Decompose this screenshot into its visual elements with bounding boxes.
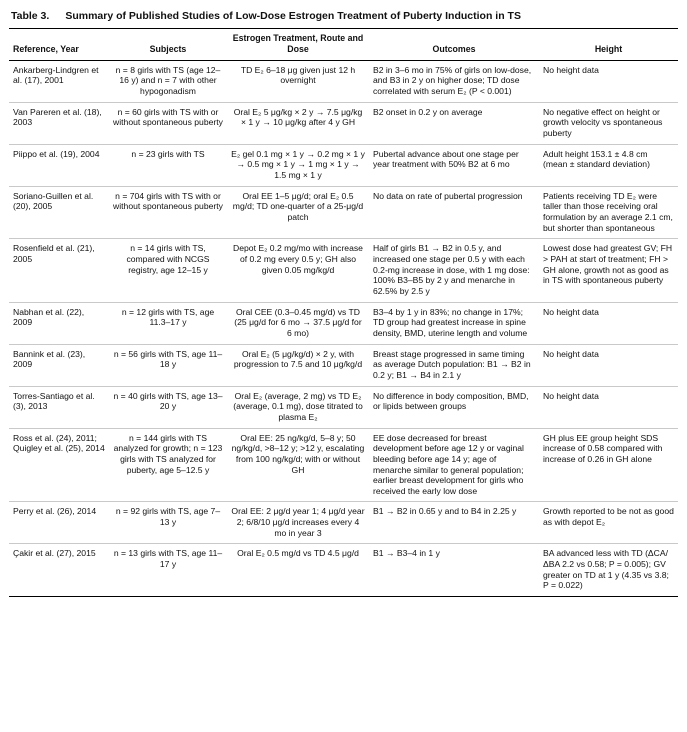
cell-treatment: TD E₂ 6–18 μg given just 12 h overnight [227, 60, 369, 103]
col-header-treatment: Estrogen Treatment, Route and Dose [227, 29, 369, 61]
col-header-outcomes: Outcomes [369, 29, 539, 61]
cell-height: Adult height 153.1 ± 4.8 cm (mean ± stan… [539, 144, 678, 187]
cell-reference: Rosenfield et al. (21), 2005 [9, 238, 109, 303]
cell-reference: Van Pareren et al. (18), 2003 [9, 102, 109, 145]
studies-table: Reference, Year Subjects Estrogen Treatm… [9, 29, 678, 598]
cell-outcomes: Breast stage progressed in same timing a… [369, 344, 539, 387]
table-row: Çakir et al. (27), 2015 n = 13 girls wit… [9, 543, 678, 598]
table-caption: Table 3. Summary of Published Studies of … [9, 8, 678, 29]
col-header-height: Height [539, 29, 678, 61]
cell-outcomes: No data on rate of pubertal progression [369, 186, 539, 240]
cell-height: No negative effect on height or growth v… [539, 102, 678, 145]
cell-treatment: Oral E₂ (average, 2 mg) vs TD E₂ (averag… [227, 386, 369, 429]
cell-treatment: Oral EE: 2 μg/d year 1; 4 μg/d year 2; 6… [227, 501, 369, 545]
col-header-reference: Reference, Year [9, 29, 109, 61]
cell-reference: Ross et al. (24), 2011; Quigley et al. (… [9, 428, 109, 503]
cell-outcomes: EE dose decreased for breast development… [369, 428, 539, 503]
cell-subjects: n = 8 girls with TS (age 12–16 y) and n … [109, 60, 227, 103]
cell-treatment: Oral EE 1–5 μg/d; oral E₂ 0.5 mg/d; TD o… [227, 186, 369, 240]
cell-reference: Torres-Santiago et al. (3), 2013 [9, 386, 109, 429]
table-row: Ross et al. (24), 2011; Quigley et al. (… [9, 428, 678, 503]
cell-outcomes: B1 → B3–4 in 1 y [369, 543, 539, 598]
cell-subjects: n = 13 girls with TS, age 11–17 y [109, 543, 227, 598]
cell-reference: Çakir et al. (27), 2015 [9, 543, 109, 598]
cell-reference: Piippo et al. (19), 2004 [9, 144, 109, 187]
cell-outcomes: B2 in 3–6 mo in 75% of girls on low-dose… [369, 60, 539, 103]
cell-treatment: Oral E₂ 5 μg/kg × 2 y → 7.5 μg/kg × 1 y … [227, 102, 369, 145]
table-row: Soriano-Guillen et al. (20), 2005 n = 70… [9, 186, 678, 240]
cell-reference: Nabhan et al. (22), 2009 [9, 302, 109, 345]
cell-subjects: n = 40 girls with TS, age 13–20 y [109, 386, 227, 429]
cell-height: BA advanced less with TD (ΔCA/ΔBA 2.2 vs… [539, 543, 678, 598]
cell-height: Patients receiving TD E₂ were taller tha… [539, 186, 678, 240]
cell-treatment: Oral EE: 25 ng/kg/d, 5–8 y; 50 ng/kg/d, … [227, 428, 369, 503]
cell-treatment: Oral E₂ 0.5 mg/d vs TD 4.5 μg/d [227, 543, 369, 598]
cell-height: GH plus EE group height SDS increase of … [539, 428, 678, 503]
cell-height: No height data [539, 60, 678, 103]
cell-treatment: Depot E₂ 0.2 mg/mo with increase of 0.2 … [227, 238, 369, 303]
table-row: Perry et al. (26), 2014 n = 92 girls wit… [9, 501, 678, 545]
cell-subjects: n = 144 girls with TS analyzed for growt… [109, 428, 227, 503]
cell-subjects: n = 92 girls with TS, age 7–13 y [109, 501, 227, 545]
table-row: Ankarberg-Lindgren et al. (17), 2001 n =… [9, 60, 678, 103]
cell-reference: Bannink et al. (23), 2009 [9, 344, 109, 387]
table-title-text: Summary of Published Studies of Low-Dose… [65, 10, 521, 22]
table-row: Nabhan et al. (22), 2009 n = 12 girls wi… [9, 302, 678, 345]
cell-reference: Perry et al. (26), 2014 [9, 501, 109, 545]
cell-outcomes: B3–4 by 1 y in 83%; no change in 17%; TD… [369, 302, 539, 345]
cell-height: No height data [539, 302, 678, 345]
cell-subjects: n = 56 girls with TS, age 11–18 y [109, 344, 227, 387]
cell-reference: Soriano-Guillen et al. (20), 2005 [9, 186, 109, 240]
cell-treatment: Oral CEE (0.3–0.45 mg/d) vs TD (25 μg/d … [227, 302, 369, 345]
cell-treatment: Oral E₂ (5 μg/kg/d) × 2 y, with progress… [227, 344, 369, 387]
cell-outcomes: B2 onset in 0.2 y on average [369, 102, 539, 145]
cell-outcomes: B1 → B2 in 0.65 y and to B4 in 2.25 y [369, 501, 539, 545]
table-row: Bannink et al. (23), 2009 n = 56 girls w… [9, 344, 678, 387]
cell-height: No height data [539, 386, 678, 429]
cell-height: No height data [539, 344, 678, 387]
paper-table-page: Table 3. Summary of Published Studies of … [9, 8, 678, 598]
cell-height: Growth reported to be not as good as wit… [539, 501, 678, 545]
cell-subjects: n = 12 girls with TS, age 11.3–17 y [109, 302, 227, 345]
col-header-subjects: Subjects [109, 29, 227, 61]
cell-subjects: n = 704 girls with TS with or without sp… [109, 186, 227, 240]
table-number-label: Table 3. [11, 10, 50, 22]
header-row: Reference, Year Subjects Estrogen Treatm… [9, 29, 678, 61]
table-row: Piippo et al. (19), 2004 n = 23 girls wi… [9, 144, 678, 187]
cell-reference: Ankarberg-Lindgren et al. (17), 2001 [9, 60, 109, 103]
cell-outcomes: Half of girls B1 → B2 in 0.5 y, and incr… [369, 238, 539, 303]
cell-subjects: n = 14 girls with TS, compared with NCGS… [109, 238, 227, 303]
cell-subjects: n = 23 girls with TS [109, 144, 227, 187]
table-row: Van Pareren et al. (18), 2003 n = 60 gir… [9, 102, 678, 145]
table-row: Rosenfield et al. (21), 2005 n = 14 girl… [9, 238, 678, 303]
cell-treatment: E₂ gel 0.1 mg × 1 y → 0.2 mg × 1 y → 0.5… [227, 144, 369, 187]
cell-outcomes: No difference in body composition, BMD, … [369, 386, 539, 429]
table-row: Torres-Santiago et al. (3), 2013 n = 40 … [9, 386, 678, 429]
cell-outcomes: Pubertal advance about one stage per yea… [369, 144, 539, 187]
cell-subjects: n = 60 girls with TS with or without spo… [109, 102, 227, 145]
cell-height: Lowest dose had greatest GV; FH > PAH at… [539, 238, 678, 303]
